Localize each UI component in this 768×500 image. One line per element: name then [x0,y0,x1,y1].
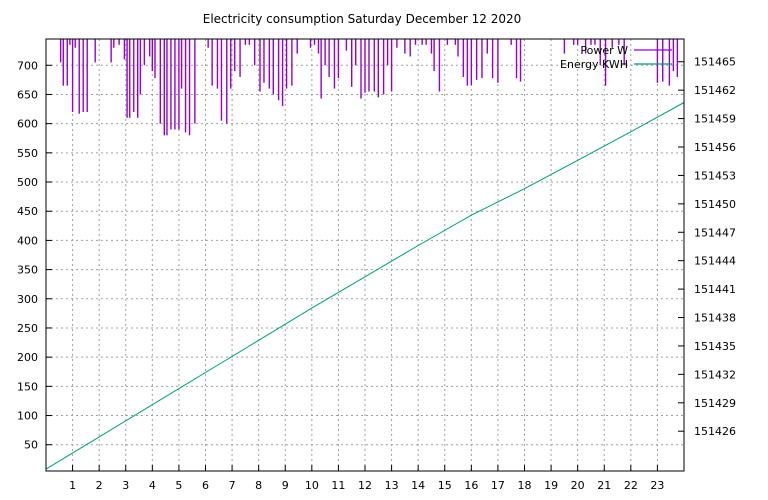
x-tick-label: 7 [229,479,236,492]
x-tick-label: 17 [491,479,505,492]
grid-layer [46,39,684,471]
right-tick-label: 151453 [694,169,736,182]
left-tick-label: 150 [17,380,38,393]
x-tick-label: 12 [358,479,372,492]
left-tick-label: 400 [17,234,38,247]
x-tick-label: 10 [305,479,319,492]
right-tick-label: 151429 [694,397,736,410]
power-series [59,39,679,136]
left-tick-label: 550 [17,147,38,160]
left-tick-label: 300 [17,293,38,306]
left-tick-label: 500 [17,176,38,189]
plot-frame [45,38,685,472]
x-tick-label: 14 [411,479,425,492]
x-tick-label: 2 [96,479,103,492]
x-tick-label: 8 [255,479,262,492]
x-tick-label: 13 [385,479,399,492]
x-tick-label: 11 [331,479,345,492]
right-tick-label: 151441 [694,283,736,296]
x-tick-label: 22 [624,479,638,492]
left-tick-label: 100 [17,410,38,423]
legend-label: Energy KWH [560,58,628,71]
x-tick-label: 9 [282,479,289,492]
right-axis-ticks: 151426 151429 151432 151435 151438 151441 1514… [678,56,736,438]
right-tick-label: 151438 [694,312,736,325]
energy-line [45,102,685,470]
chart-title: Electricity consumption Saturday Decembe… [203,12,522,26]
x-tick-label: 19 [544,479,558,492]
right-tick-label: 151456 [694,141,736,154]
x-tick-label: 3 [122,479,129,492]
right-tick-label: 151459 [694,113,736,126]
x-tick-label: 23 [650,479,664,492]
x-tick-label: 18 [518,479,532,492]
x-tick-label: 15 [438,479,452,492]
left-tick-label: 50 [24,439,38,452]
right-tick-label: 151462 [694,84,736,97]
left-tick-label: 250 [17,322,38,335]
right-tick-label: 151435 [694,340,736,353]
right-tick-label: 151432 [694,368,736,381]
x-tick-label: 5 [175,479,182,492]
x-tick-label: 20 [571,479,585,492]
left-tick-label: 650 [17,88,38,101]
left-tick-label: 350 [17,264,38,277]
left-tick-label: 200 [17,351,38,364]
right-tick-label: 151450 [694,198,736,211]
x-tick-label: 4 [149,479,156,492]
x-tick-label: 1 [69,479,76,492]
right-tick-label: 151444 [694,255,736,268]
energy-series [45,102,685,470]
left-tick-label: 700 [17,59,38,72]
right-tick-label: 151426 [694,425,736,438]
right-tick-label: 151465 [694,56,736,69]
right-tick-label: 151447 [694,226,736,239]
x-tick-label: 21 [597,479,611,492]
left-axis-ticks: 50 100 150 200 250 300 350 400 450 500 550 600 650 70… [17,59,52,452]
x-axis-ticks: 1 2 3 4 5 6 7 8 9 10 11 12 13 14 15 16 17 18 19 20 21 22 23 [69,465,664,492]
left-tick-label: 600 [17,118,38,131]
left-tick-label: 450 [17,205,38,218]
x-tick-label: 6 [202,479,209,492]
x-tick-label: 16 [464,479,478,492]
legend-label: Power W [580,44,628,57]
